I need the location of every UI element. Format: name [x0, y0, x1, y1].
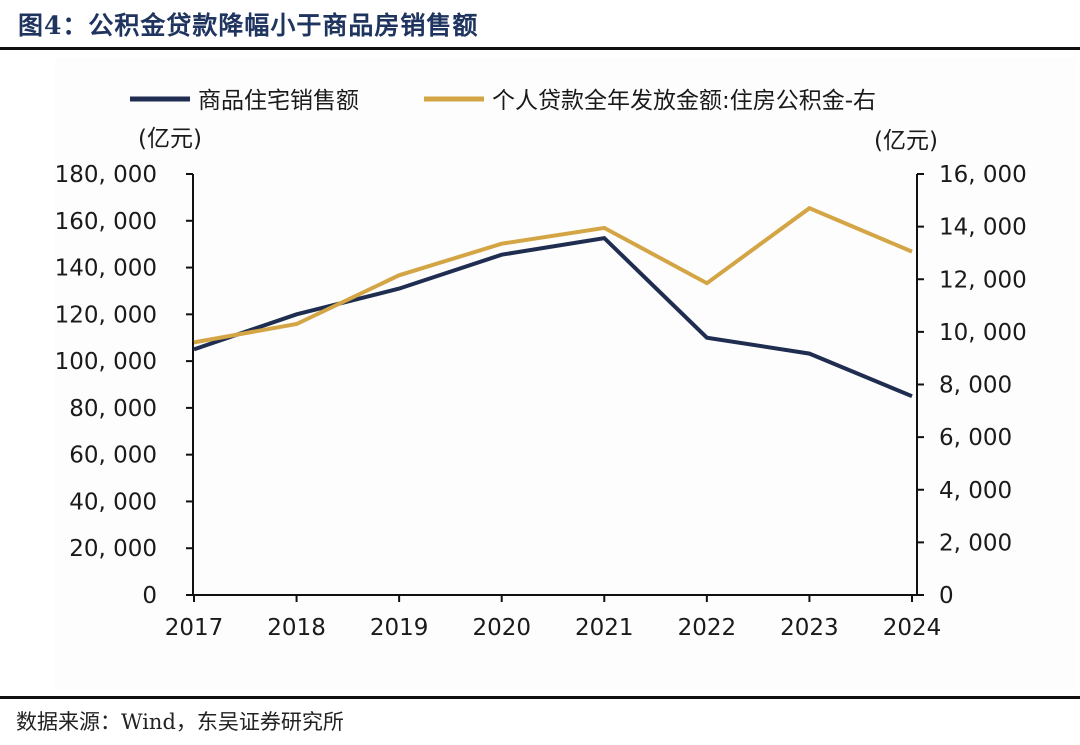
- left-axis-tick-label: 120, 000: [55, 302, 157, 328]
- left-axis-tick-label: 40, 000: [69, 489, 157, 515]
- right-axis-tick-label: 6, 000: [939, 425, 1012, 451]
- series-line-residential-sales: [193, 235, 913, 399]
- chart-panel: [55, 58, 1075, 690]
- right-axis-tick-label: 0: [939, 583, 954, 609]
- left-axis-unit: (亿元): [138, 126, 202, 152]
- x-axis-tick-label: 2022: [678, 615, 737, 641]
- left-axis-tick-label: 180, 000: [55, 162, 157, 188]
- x-axis-tick-label: 2020: [472, 615, 531, 641]
- left-axis-tick-label: 80, 000: [69, 396, 157, 422]
- left-axis-tick-label: 140, 000: [55, 256, 157, 282]
- legend-label: 个人贷款全年发放金额:住房公积金-右: [492, 88, 876, 114]
- right-axis-tick-label: 10, 000: [939, 320, 1027, 346]
- series-line-provident-fund-loans: [193, 205, 913, 345]
- right-axis-tick-label: 2, 000: [939, 530, 1012, 556]
- left-axis-tick-label: 60, 000: [69, 443, 157, 469]
- figure-title: 图4：公积金贷款降幅小于商品房销售额: [18, 11, 479, 40]
- bottom-rule: [0, 696, 1080, 699]
- x-axis-tick-label: 2018: [267, 615, 326, 641]
- right-axis-tick-label: 16, 000: [939, 162, 1027, 188]
- right-axis-tick-label: 12, 000: [939, 267, 1027, 293]
- x-axis-tick-label: 2023: [780, 615, 839, 641]
- right-axis-unit: (亿元): [874, 128, 938, 154]
- x-axis-tick-label: 2024: [883, 615, 942, 641]
- source-note: 数据来源：Wind，东吴证券研究所: [16, 710, 344, 734]
- axes: 0 20, 000 40, 000 60, 000 80, 000 100, 000 120…: [55, 162, 1027, 641]
- right-axis-tick-label: 8, 000: [939, 373, 1012, 399]
- legend-label: 商品住宅销售额: [198, 88, 359, 114]
- top-rule: [0, 47, 1080, 50]
- x-axis-tick-label: 2021: [575, 615, 634, 641]
- right-axis-tick-label: 14, 000: [939, 215, 1027, 241]
- left-axis-tick-label: 100, 000: [55, 349, 157, 375]
- series-lines: [193, 205, 913, 399]
- right-axis-tick-label: 4, 000: [939, 478, 1012, 504]
- legend: 商品住宅销售额 个人贷款全年发放金额:住房公积金-右: [130, 88, 876, 114]
- left-axis-tick-label: 20, 000: [69, 536, 157, 562]
- x-axis-tick-label: 2017: [165, 615, 224, 641]
- left-axis-tick-label: 160, 000: [55, 209, 157, 235]
- x-axis-tick-label: 2019: [370, 615, 429, 641]
- left-axis-tick-label: 0: [142, 583, 157, 609]
